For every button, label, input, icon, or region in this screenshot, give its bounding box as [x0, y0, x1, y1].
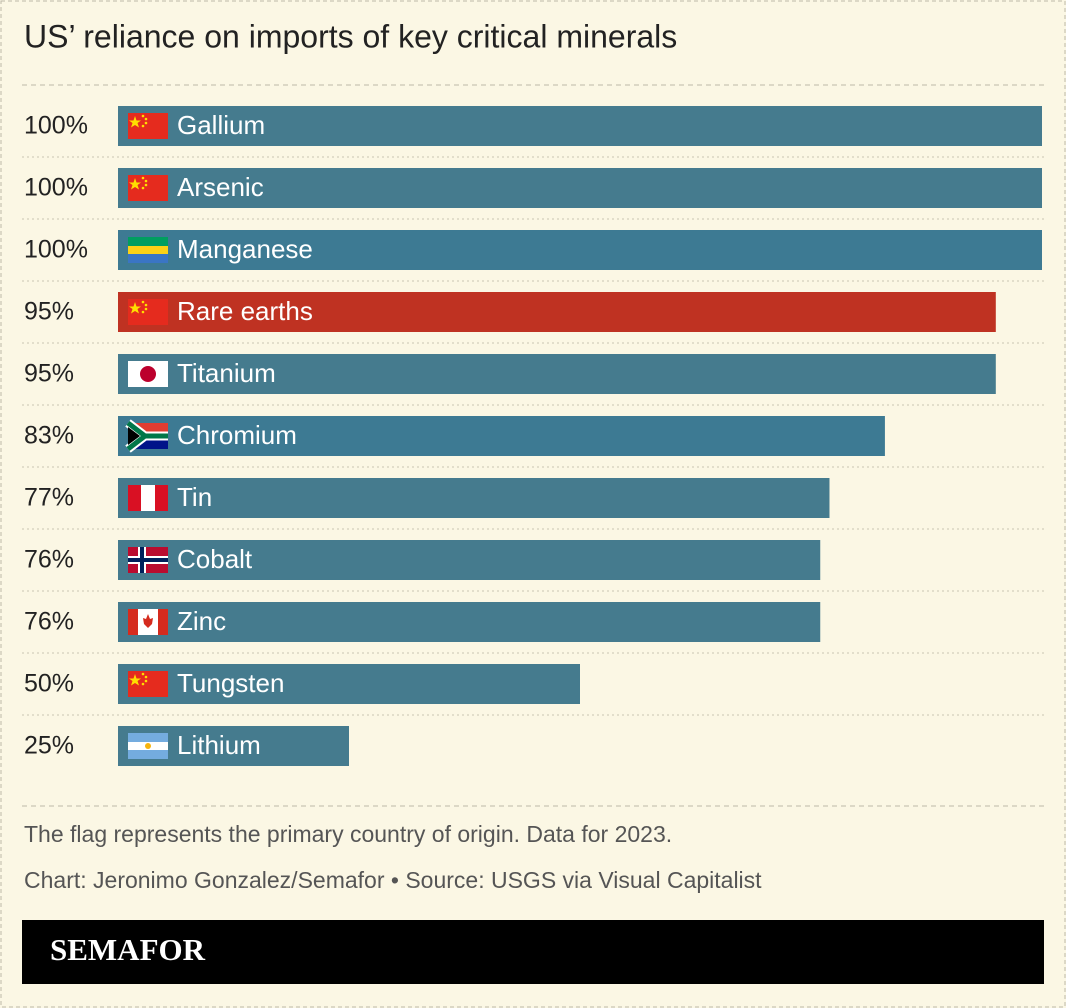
flag-part — [128, 237, 168, 246]
bar — [118, 664, 580, 704]
flag — [128, 485, 168, 511]
flag-part — [128, 485, 141, 511]
flag-part — [128, 113, 168, 139]
brand-bar — [22, 920, 1044, 984]
category-label: Lithium — [177, 730, 261, 760]
value-label: 100% — [24, 174, 88, 202]
flag-part — [141, 672, 145, 676]
value-label: 100% — [24, 236, 88, 264]
category-label: Rare earths — [177, 296, 313, 326]
chart-title: US’ reliance on imports of key critical … — [24, 18, 677, 54]
flag-part — [128, 299, 168, 325]
bar — [118, 354, 996, 394]
category-label: Tin — [177, 482, 212, 512]
value-label: 77% — [24, 484, 74, 512]
category-label: Manganese — [177, 234, 313, 264]
flag — [128, 175, 168, 201]
flag-part — [145, 743, 151, 749]
bar — [118, 106, 1042, 146]
flag-part — [144, 303, 148, 307]
brand: SEMAFOR — [50, 932, 206, 967]
category-label: Chromium — [177, 420, 297, 450]
flag-part — [144, 675, 148, 679]
flag-part — [128, 609, 138, 635]
flag-part — [158, 609, 168, 635]
category-label: Gallium — [177, 110, 265, 140]
category-label: Zinc — [177, 606, 226, 636]
value-label: 25% — [24, 732, 74, 760]
flag — [128, 733, 168, 759]
flag-part — [141, 114, 145, 118]
flag-part — [141, 186, 145, 190]
flag-part — [141, 310, 145, 314]
flag-part — [144, 183, 148, 187]
flag — [128, 361, 168, 387]
flag — [125, 419, 168, 453]
flag-part — [144, 117, 148, 121]
flag-part — [128, 246, 168, 254]
flag — [128, 113, 168, 139]
value-label: 83% — [24, 422, 74, 450]
flag — [128, 671, 168, 697]
flag-part — [128, 427, 140, 445]
bar — [118, 168, 1042, 208]
value-label: 76% — [24, 608, 74, 636]
bar — [118, 540, 821, 580]
bar — [118, 478, 830, 518]
value-label: 76% — [24, 546, 74, 574]
flag-part — [128, 671, 168, 697]
flag-part — [129, 116, 141, 128]
flag — [128, 299, 168, 325]
flag-part — [141, 176, 145, 180]
flag-part — [129, 302, 141, 314]
bar — [118, 292, 996, 332]
bar — [118, 230, 1042, 270]
flag-part — [141, 124, 145, 128]
category-label: Tungsten — [177, 668, 284, 698]
flag-part — [126, 421, 168, 451]
flag-part — [129, 674, 141, 686]
bar — [118, 416, 885, 456]
category-label: Arsenic — [177, 172, 264, 202]
flag-part — [128, 254, 168, 263]
flag — [128, 609, 168, 635]
flag — [128, 237, 168, 263]
flag-part — [155, 485, 168, 511]
note: The flag represents the primary country … — [24, 821, 672, 847]
flag-part — [128, 175, 168, 201]
flag-part — [140, 366, 156, 382]
value-label: 95% — [24, 360, 74, 388]
flag-part — [128, 558, 168, 562]
flag-part — [144, 679, 148, 683]
flag-part — [143, 614, 153, 628]
flag-part — [141, 300, 145, 304]
bar — [118, 602, 821, 642]
value-label: 100% — [24, 112, 88, 140]
category-label: Titanium — [177, 358, 276, 388]
flag — [128, 547, 168, 573]
flag-part — [144, 307, 148, 311]
flag-part — [144, 179, 148, 183]
flag-part — [144, 121, 148, 125]
category-label: Cobalt — [177, 544, 253, 574]
value-label: 95% — [24, 298, 74, 326]
source: Chart: Jeronimo Gonzalez/Semafor • Sourc… — [24, 867, 762, 893]
flag-part — [141, 682, 145, 686]
value-label: 50% — [24, 670, 74, 698]
flag-part — [129, 178, 141, 190]
